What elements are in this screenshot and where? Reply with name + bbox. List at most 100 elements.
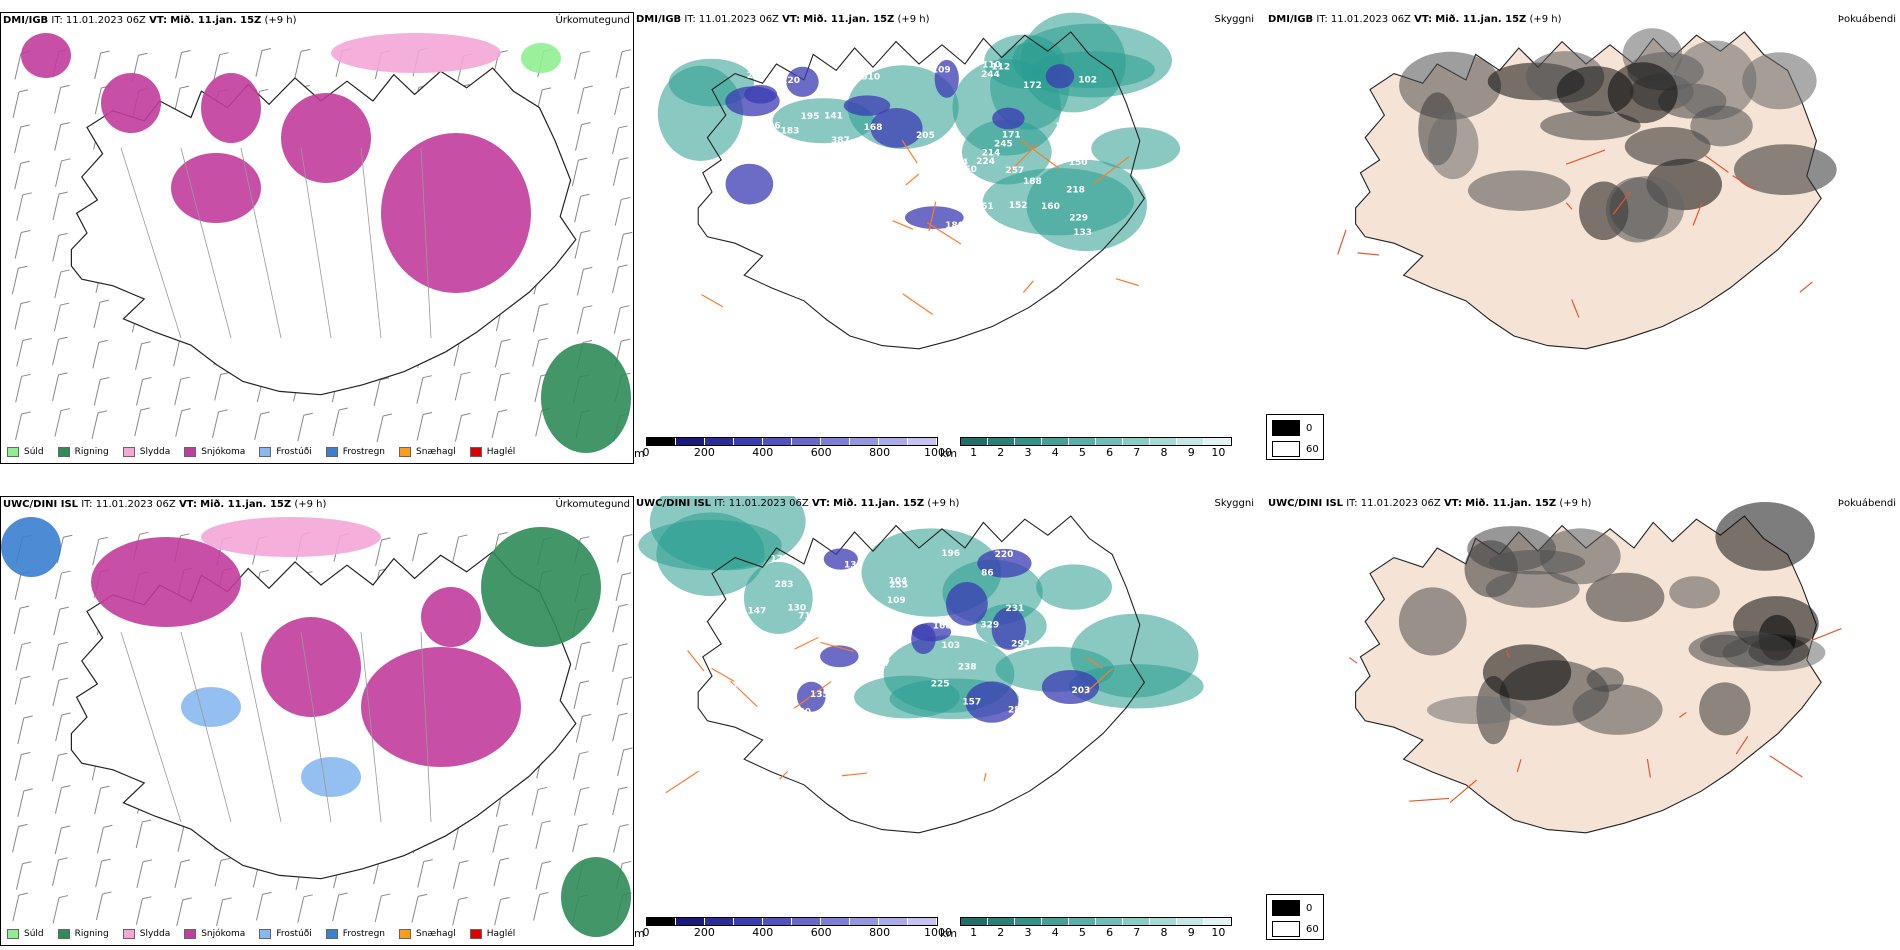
wind-barb — [93, 302, 101, 329]
visibility-panel-bottom: UWC/DINI ISL IT: 11.01.2023 06Z VT: Mið.… — [634, 496, 1254, 946]
road-line — [1646, 758, 1651, 778]
colorbar-cell — [1015, 918, 1042, 925]
road-line — [1612, 191, 1631, 215]
height-label: 250 — [958, 165, 977, 175]
legend-label: Rigning — [74, 447, 109, 457]
road-line — [1571, 299, 1580, 318]
wind-barb — [213, 54, 221, 81]
precip-area — [261, 617, 361, 717]
road-line — [901, 140, 918, 164]
legend-swatch — [469, 929, 482, 939]
height-label: 510 — [861, 73, 880, 83]
colorbar-cell — [1150, 438, 1177, 445]
wind-barb — [15, 863, 23, 890]
precip-area — [421, 587, 481, 647]
wind-barb-flag — [498, 532, 508, 536]
legend-item-snaehagl: Snæhagl — [399, 447, 456, 457]
wind-barb-flag — [142, 859, 153, 863]
wind-barb — [416, 377, 424, 404]
wind-barb-flag — [101, 858, 111, 862]
wind-barb-flag — [22, 192, 32, 196]
wind-barb-flag — [58, 641, 68, 645]
precip-area — [521, 43, 561, 73]
legend-label: Snjókoma — [201, 929, 246, 939]
wind-barb — [12, 826, 20, 853]
precip-area — [101, 73, 161, 133]
wind-barb-flag — [20, 301, 31, 304]
precip-area — [331, 33, 501, 73]
road-line — [820, 641, 854, 653]
wind-barb — [612, 606, 620, 633]
terrain-height-area — [945, 581, 988, 626]
height-label: 103 — [941, 641, 960, 651]
road-line — [1505, 650, 1510, 658]
legend-swatch — [184, 929, 197, 939]
road-line — [1337, 229, 1347, 255]
wind-barb-flag — [21, 752, 31, 756]
wind-barb — [491, 411, 499, 438]
road-line — [1093, 156, 1130, 185]
wind-barb — [612, 788, 620, 816]
fog-area — [1669, 576, 1720, 609]
road-line — [1692, 203, 1703, 226]
colorbar-tick-label: 7 — [1133, 446, 1141, 459]
legend-swatch — [259, 447, 272, 457]
legend-item-sudd: Súld — [7, 447, 44, 457]
wind-barb — [294, 51, 302, 78]
legend-label: Súld — [24, 447, 44, 457]
wind-barb-flag — [581, 641, 591, 645]
wind-barb-flag — [100, 785, 110, 789]
height-unit: m — [634, 927, 645, 940]
wind-barb — [612, 159, 620, 186]
wind-barb — [572, 825, 580, 853]
colorbar-ticks: 1 2 3 4 5 6 7 8 9 10 — [960, 446, 1232, 460]
wind-barb — [54, 87, 62, 114]
panel-header: DMI/IGB IT: 11.01.2023 06Z VT: Mið. 11.j… — [3, 15, 297, 26]
height-label: 183 — [781, 126, 800, 136]
terrain-height-area — [843, 95, 891, 116]
wind-barb — [96, 827, 104, 854]
legend-label: Haglél — [486, 447, 516, 457]
colorbar-tick-label: 600 — [810, 446, 832, 459]
precip-area — [281, 93, 371, 183]
wind-barb — [14, 163, 22, 190]
wind-barb-flag — [619, 824, 629, 827]
wind-barb-flag — [260, 411, 270, 415]
precip-area — [171, 153, 261, 223]
colorbar-cell — [1123, 918, 1150, 925]
wind-barb — [616, 234, 624, 261]
panel-header: UWC/DINI ISL IT: 11.01.2023 06Z VT: Mið.… — [636, 498, 960, 509]
legend-item-snjokoma: Snjókoma — [184, 447, 245, 457]
wind-barb-flag — [18, 892, 28, 896]
legend-swatch — [7, 929, 19, 939]
colorbar-cell — [792, 918, 821, 925]
wind-barb — [174, 379, 182, 406]
wind-barb-flag — [60, 122, 70, 126]
colorbar-cell — [1042, 438, 1069, 445]
colorbar-tick-label: 9 — [1187, 446, 1195, 459]
wind-barb-flag — [140, 407, 150, 411]
colorbar-cell — [1204, 438, 1231, 445]
wind-barb-flag — [141, 341, 151, 345]
road-line — [1348, 657, 1358, 664]
wind-barb-flag — [618, 603, 628, 607]
road-line — [892, 220, 914, 230]
wind-barb — [332, 894, 340, 922]
legend-swatch — [469, 447, 482, 457]
colorbar-tick-label: 5 — [1078, 446, 1086, 459]
wind-barb-flag — [222, 897, 232, 901]
road-line — [1811, 628, 1842, 641]
fog-area — [1624, 126, 1711, 166]
wind-barb-flag — [618, 712, 628, 716]
height-label: 112 — [991, 63, 1010, 73]
colorbar-cell — [821, 438, 850, 445]
fog-area — [1715, 501, 1815, 571]
height-label: 188 — [1023, 177, 1042, 187]
height-label: 167 — [825, 89, 844, 99]
wind-barb-flag — [18, 823, 28, 827]
terrain-height-area — [904, 206, 964, 229]
wind-barb — [16, 194, 24, 221]
fog-legend-swatch — [1272, 441, 1300, 457]
wind-barb-flag — [61, 570, 71, 574]
wind-barb-flag — [142, 896, 152, 900]
